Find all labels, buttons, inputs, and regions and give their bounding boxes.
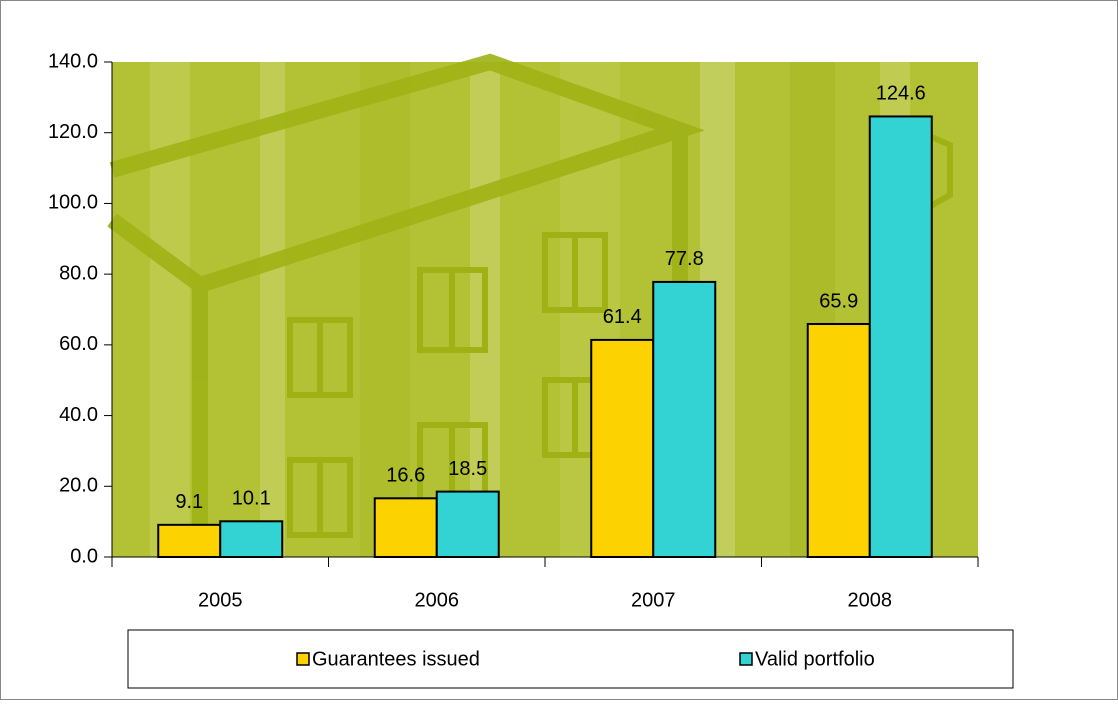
bar bbox=[868, 115, 933, 558]
bar bbox=[806, 322, 871, 558]
x-tick-label: 2007 bbox=[631, 589, 676, 611]
y-tick-label: 0.0 bbox=[70, 545, 98, 567]
bar bbox=[373, 497, 438, 558]
bar bbox=[652, 280, 717, 558]
x-tick-label: 2008 bbox=[848, 589, 893, 611]
value-label: 18.5 bbox=[448, 458, 487, 480]
value-label: 77.8 bbox=[665, 248, 704, 270]
legend-box bbox=[127, 629, 1014, 689]
y-tick-label: 140.0 bbox=[48, 50, 98, 72]
value-label: 61.4 bbox=[603, 306, 642, 328]
value-label: 16.6 bbox=[386, 465, 425, 487]
y-tick-label: 100.0 bbox=[48, 192, 98, 214]
bar bbox=[157, 523, 222, 559]
y-tick-label: 80.0 bbox=[59, 262, 98, 284]
y-tick-label: 60.0 bbox=[59, 333, 98, 355]
x-tick-label: 2006 bbox=[415, 589, 460, 611]
value-label: 9.1 bbox=[175, 491, 203, 513]
legend-swatch bbox=[739, 652, 753, 666]
bar bbox=[590, 338, 655, 558]
y-tick-label: 20.0 bbox=[59, 475, 98, 497]
y-tick-label: 120.0 bbox=[48, 121, 98, 143]
value-label: 124.6 bbox=[876, 83, 926, 105]
bar bbox=[219, 520, 284, 559]
value-label: 10.1 bbox=[232, 488, 271, 510]
legend-swatch bbox=[296, 652, 310, 666]
y-tick-label: 40.0 bbox=[59, 404, 98, 426]
bar bbox=[435, 490, 500, 559]
value-label: 65.9 bbox=[819, 290, 858, 312]
legend-label: Guarantees issued bbox=[312, 648, 480, 670]
legend-label: Valid portfolio bbox=[755, 648, 875, 670]
x-tick-label: 2005 bbox=[198, 589, 243, 611]
